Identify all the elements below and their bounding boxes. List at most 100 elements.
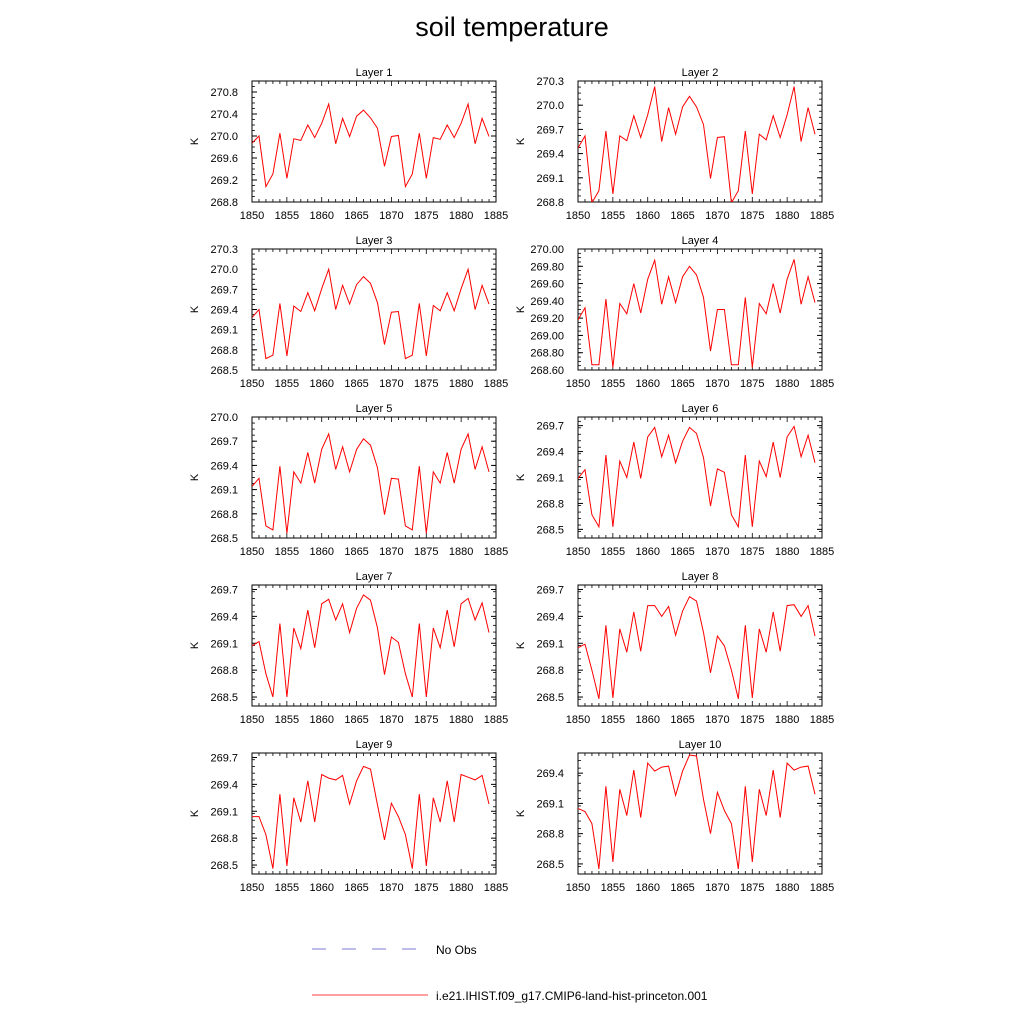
y-tick-label: 269.1 — [536, 798, 564, 810]
y-axis-label: K — [189, 473, 201, 481]
x-tick-label: 1860 — [635, 714, 659, 726]
y-tick-label: 269.7 — [210, 752, 238, 764]
x-tick-label: 1860 — [635, 378, 659, 390]
series-line — [252, 102, 490, 189]
x-tick-label: 1885 — [810, 210, 834, 222]
y-tick-label: 269.1 — [536, 638, 564, 650]
x-tick-label: 1865 — [670, 378, 694, 390]
y-tick-label: 269.1 — [536, 173, 564, 185]
x-tick-label: 1875 — [414, 546, 438, 558]
x-tick-label: 1860 — [309, 378, 333, 390]
y-tick-label: 269.20 — [530, 313, 564, 325]
plot-frame — [577, 584, 823, 707]
x-tick-label: 1885 — [810, 714, 834, 726]
y-axis-label: K — [189, 137, 201, 145]
y-axis-label: K — [189, 305, 201, 313]
y-tick-label: 268.8 — [210, 345, 238, 357]
x-tick-label: 1860 — [309, 882, 333, 894]
y-tick-label: 269.60 — [530, 279, 564, 291]
chart-panel-layer-8: Layer 8 1850 1855 1860 1865 1870 1875 1880 1885 2… — [515, 571, 834, 726]
y-tick-label: 270.0 — [210, 264, 238, 276]
y-tick-label: 269.40 — [530, 296, 564, 308]
y-tick-label: 268.80 — [530, 348, 564, 360]
x-tick-label: 1870 — [379, 714, 403, 726]
x-tick-label: 1865 — [670, 714, 694, 726]
x-tick-label: 1855 — [601, 714, 625, 726]
y-tick-label: 269.7 — [536, 421, 564, 433]
x-tick-label: 1880 — [775, 882, 799, 894]
x-tick-label: 1870 — [705, 714, 729, 726]
y-tick-label: 269.7 — [536, 124, 564, 136]
panel-title: Layer 3 — [356, 235, 393, 247]
y-tick-label: 269.4 — [536, 768, 564, 780]
y-tick-label: 269.80 — [530, 261, 564, 273]
x-tick-label: 1875 — [414, 882, 438, 894]
x-tick-label: 1870 — [379, 210, 403, 222]
chart-panel-layer-1: Layer 1 1850 1855 1860 1865 1870 1875 1880 1885 2… — [189, 67, 508, 222]
panel-title: Layer 5 — [356, 403, 393, 415]
x-tick-label: 1880 — [775, 378, 799, 390]
legend-label-no-obs: No Obs — [436, 943, 477, 957]
x-tick-label: 1875 — [740, 882, 764, 894]
y-tick-label: 269.4 — [536, 447, 564, 459]
y-tick-label: 269.4 — [536, 611, 564, 623]
y-tick-label: 268.5 — [210, 692, 238, 704]
x-tick-label: 1850 — [566, 210, 590, 222]
x-tick-label: 1850 — [566, 378, 590, 390]
plot-frame — [577, 752, 823, 875]
x-tick-label: 1875 — [414, 210, 438, 222]
y-tick-label: 269.1 — [210, 485, 238, 497]
y-tick-label: 269.1 — [210, 806, 238, 818]
y-tick-label: 269.4 — [536, 149, 564, 161]
x-tick-label: 1865 — [344, 210, 368, 222]
series-line — [252, 594, 490, 698]
x-tick-label: 1855 — [601, 378, 625, 390]
y-tick-label: 269.4 — [210, 460, 238, 472]
chart-panel-layer-9: Layer 9 1850 1855 1860 1865 1870 1875 1880 1885 2… — [189, 739, 508, 894]
x-tick-label: 1850 — [240, 714, 264, 726]
x-tick-label: 1880 — [775, 546, 799, 558]
x-tick-label: 1880 — [775, 714, 799, 726]
y-tick-label: 268.8 — [210, 833, 238, 845]
y-tick-label: 268.8 — [210, 509, 238, 521]
chart-panel-layer-10: Layer 10 1850 1855 1860 1865 1870 1875 1880 1885… — [515, 739, 834, 894]
x-tick-label: 1850 — [240, 546, 264, 558]
x-tick-label: 1880 — [449, 378, 473, 390]
y-axis-label: K — [515, 305, 527, 313]
panel-title: Layer 8 — [682, 571, 719, 583]
chart-panel-layer-4: Layer 4 1850 1855 1860 1865 1870 1875 1880 1885 2… — [515, 235, 834, 390]
y-tick-label: 268.8 — [536, 197, 564, 209]
series-line — [252, 432, 490, 534]
y-tick-label: 269.4 — [210, 611, 238, 623]
panel-title: Layer 9 — [356, 739, 393, 751]
plot-frame — [251, 584, 497, 707]
y-tick-label: 268.8 — [536, 665, 564, 677]
x-tick-label: 1860 — [635, 210, 659, 222]
x-tick-label: 1865 — [670, 210, 694, 222]
x-tick-label: 1855 — [601, 546, 625, 558]
x-tick-label: 1880 — [449, 546, 473, 558]
series-line — [578, 595, 816, 699]
chart-panel-layer-5: Layer 5 1850 1855 1860 1865 1870 1875 1880 1885 2… — [189, 403, 508, 558]
x-tick-label: 1855 — [275, 546, 299, 558]
x-tick-label: 1870 — [705, 210, 729, 222]
x-tick-label: 1855 — [601, 210, 625, 222]
x-tick-label: 1880 — [775, 210, 799, 222]
series-line — [578, 258, 816, 368]
chart-panel-layer-7: Layer 7 1850 1855 1860 1865 1870 1875 1880 1885 2… — [189, 571, 508, 726]
legend-label-model: i.e21.IHIST.f09_g17.CMIP6-land-hist-prin… — [436, 989, 708, 1003]
x-tick-label: 1865 — [344, 882, 368, 894]
y-axis-label: K — [189, 809, 201, 817]
x-tick-label: 1850 — [566, 882, 590, 894]
x-tick-label: 1850 — [240, 882, 264, 894]
x-tick-label: 1855 — [275, 882, 299, 894]
x-tick-label: 1860 — [635, 546, 659, 558]
x-tick-label: 1865 — [670, 882, 694, 894]
plot-frame — [251, 248, 497, 371]
y-tick-label: 268.8 — [536, 498, 564, 510]
x-tick-label: 1855 — [275, 378, 299, 390]
y-tick-label: 269.7 — [210, 436, 238, 448]
plot-frame — [251, 80, 497, 203]
y-tick-label: 270.8 — [210, 87, 238, 99]
